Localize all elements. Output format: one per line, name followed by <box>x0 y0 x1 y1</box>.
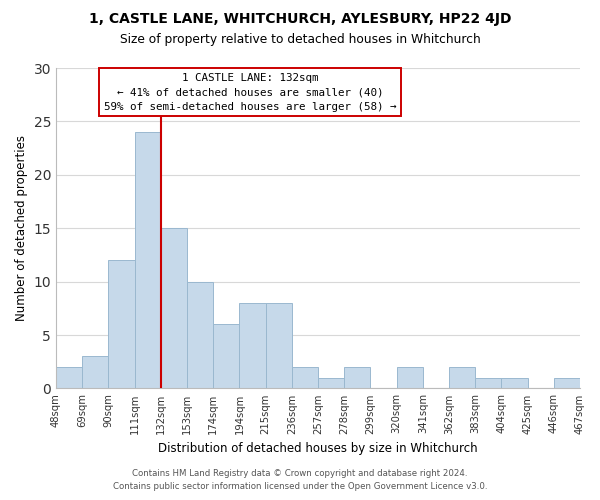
Bar <box>134 132 161 388</box>
Bar <box>82 356 109 388</box>
Bar <box>554 378 580 388</box>
Bar <box>266 303 292 388</box>
Bar <box>475 378 502 388</box>
Text: 1 CASTLE LANE: 132sqm
← 41% of detached houses are smaller (40)
59% of semi-deta: 1 CASTLE LANE: 132sqm ← 41% of detached … <box>104 73 396 112</box>
Bar <box>56 367 82 388</box>
Bar <box>397 367 423 388</box>
X-axis label: Distribution of detached houses by size in Whitchurch: Distribution of detached houses by size … <box>158 442 478 455</box>
Bar <box>213 324 239 388</box>
Bar <box>187 282 213 389</box>
Bar <box>318 378 344 388</box>
Text: Contains HM Land Registry data © Crown copyright and database right 2024.
Contai: Contains HM Land Registry data © Crown c… <box>113 470 487 491</box>
Bar <box>449 367 475 388</box>
Bar <box>344 367 370 388</box>
Bar <box>161 228 187 388</box>
Bar <box>239 303 266 388</box>
Bar <box>292 367 318 388</box>
Text: Size of property relative to detached houses in Whitchurch: Size of property relative to detached ho… <box>119 32 481 46</box>
Y-axis label: Number of detached properties: Number of detached properties <box>15 135 28 321</box>
Bar <box>109 260 134 388</box>
Text: 1, CASTLE LANE, WHITCHURCH, AYLESBURY, HP22 4JD: 1, CASTLE LANE, WHITCHURCH, AYLESBURY, H… <box>89 12 511 26</box>
Bar <box>502 378 527 388</box>
